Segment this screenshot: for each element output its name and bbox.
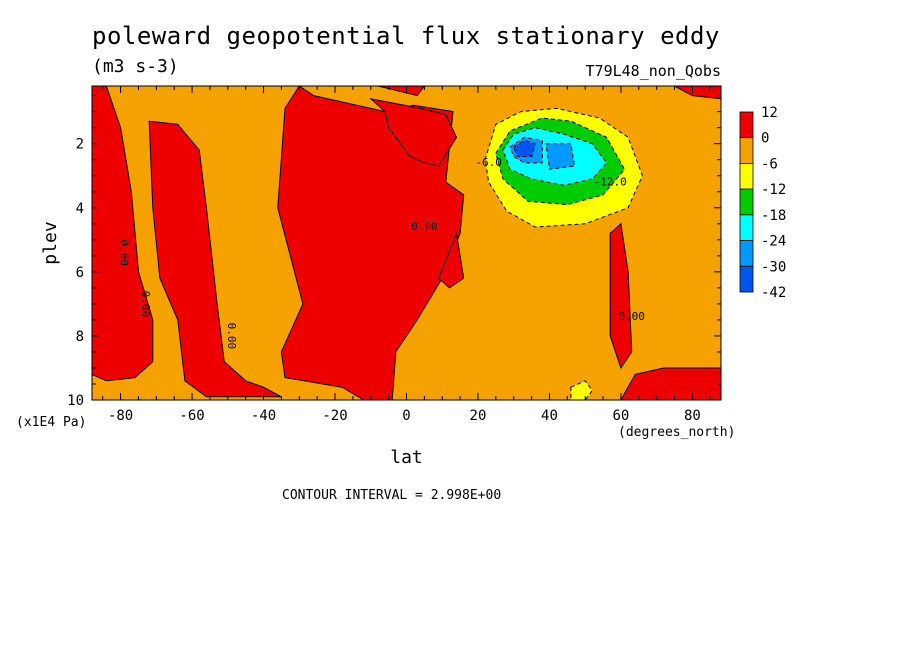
colorbar-box	[739, 265, 754, 293]
region-8	[674, 86, 721, 100]
colorbar-label: -42	[761, 285, 786, 301]
y-scale-note: (x1E4 Pa)	[16, 415, 87, 430]
colorbar-box	[739, 111, 754, 139]
y-axis-label: plev	[40, 221, 61, 264]
y-tick-label: 10	[67, 393, 84, 409]
contour-label: 0.00	[139, 291, 152, 318]
colorbar-label: -6	[761, 156, 778, 172]
y-tick-label: 8	[76, 329, 84, 345]
region-16	[570, 380, 593, 400]
region-9	[377, 86, 426, 97]
x-tick-label: -40	[251, 408, 276, 424]
colorbar-label: -18	[761, 208, 786, 224]
x-tick-label: 0	[402, 408, 410, 424]
contour-label: 0.00	[118, 239, 131, 266]
chart-units: (m3 s-3)	[92, 56, 179, 77]
colorbar-label: -12	[761, 182, 786, 198]
contour-label: 0.00	[411, 220, 438, 233]
region-1	[92, 86, 154, 382]
colorbar-box	[739, 188, 754, 216]
contour-interval-note: CONTOUR INTERVAL = 2.998E+00	[282, 488, 502, 503]
x-tick-label: 60	[613, 408, 630, 424]
contour-label: 0.00	[618, 310, 645, 323]
contour-label: -6.0	[475, 156, 502, 169]
x-tick-label: -60	[179, 408, 204, 424]
y-tick-label: 4	[76, 201, 84, 217]
colorbar-label: 12	[761, 105, 778, 121]
colorbar-label: 0	[761, 131, 769, 147]
region-5	[438, 231, 465, 289]
region-6	[609, 222, 633, 370]
y-tick-label: 2	[76, 137, 84, 153]
x-axis-label: lat	[390, 447, 423, 468]
region-2	[148, 120, 282, 398]
colorbar-box	[739, 240, 754, 267]
x-tick-label: -80	[108, 408, 133, 424]
colorbar-box	[739, 163, 754, 190]
contour-label: 0.00	[225, 323, 238, 350]
region-14	[545, 143, 576, 170]
x-tick-label: 20	[470, 408, 487, 424]
x-tick-label: -20	[322, 408, 347, 424]
run-name: T79L48_non_Qobs	[585, 62, 721, 80]
colorbar-label: -30	[761, 259, 786, 275]
y-tick-label: 6	[76, 265, 84, 281]
chart-title: poleward geopotential flux stationary ed…	[92, 22, 720, 50]
x-tick-label: 40	[541, 408, 558, 424]
region-4	[369, 97, 458, 167]
x-unit-label: (degrees_north)	[618, 425, 736, 440]
x-tick-label: 80	[684, 408, 701, 424]
region-7	[620, 367, 721, 400]
colorbar-box	[739, 137, 754, 164]
colorbar-box	[739, 214, 754, 241]
colorbar-label: -24	[761, 234, 786, 250]
contour-label: -12.0	[594, 175, 627, 188]
region-15	[513, 139, 536, 157]
